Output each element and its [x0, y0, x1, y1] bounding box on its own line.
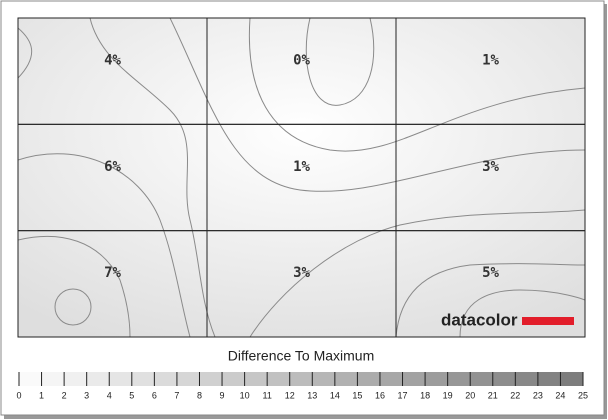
- colorbar-tick-label: 23: [533, 390, 543, 400]
- colorbar-segment: [357, 372, 380, 386]
- colorbar-segment: [19, 372, 42, 386]
- colorbar-tick-label: 21: [488, 390, 498, 400]
- colorbar-tick-label: 6: [152, 390, 157, 400]
- colorbar-tick-label: 17: [398, 390, 408, 400]
- colorbar-segment: [379, 372, 403, 386]
- colorbar-tick-label: 8: [197, 390, 202, 400]
- colorbar-tick-label: 13: [307, 390, 317, 400]
- cell-label: 1%: [293, 159, 310, 175]
- colorbar-segment: [86, 372, 110, 386]
- colorbar-segment: [402, 372, 426, 386]
- colorbar-segment: [492, 372, 516, 386]
- colorbar-tick-label: 2: [62, 390, 67, 400]
- colorbar-segment: [515, 372, 538, 386]
- logo-bar: [522, 317, 574, 325]
- colorbar-tick-label: 0: [16, 390, 21, 400]
- colorbar-tick-label: 19: [443, 390, 453, 400]
- cell-label: 7%: [104, 265, 121, 281]
- colorbar-segment: [199, 372, 223, 386]
- colorbar-segment: [312, 372, 335, 386]
- colorbar-tick-label: 7: [174, 390, 179, 400]
- colorbar-segment: [470, 372, 493, 386]
- colorbar-segment: [537, 372, 561, 386]
- cell-label: 4%: [104, 53, 121, 69]
- colorbar-segment: [560, 372, 583, 386]
- colorbar-segment: [109, 372, 132, 386]
- colorbar-tick-label: 4: [107, 390, 112, 400]
- cell-label: 6%: [104, 159, 121, 175]
- cell-label: 5%: [482, 265, 499, 281]
- colorbar-segment: [334, 372, 358, 386]
- colorbar-segment: [222, 372, 245, 386]
- colorbar-segment: [425, 372, 448, 386]
- colorbar-segment: [267, 372, 290, 386]
- contours: [18, 18, 585, 337]
- cell-label: 3%: [293, 265, 310, 281]
- colorbar-tick-label: 12: [285, 390, 295, 400]
- colorbar-tick-label: 11: [262, 390, 271, 400]
- cell-label: 0%: [293, 53, 310, 69]
- colorbar-tick-label: 22: [510, 390, 520, 400]
- cell-label: 3%: [482, 159, 499, 175]
- colorbar-tick-label: 20: [465, 390, 475, 400]
- colorbar-segment: [447, 372, 471, 386]
- cell-label: 1%: [482, 53, 499, 69]
- colorbar-tick-label: 25: [578, 390, 588, 400]
- colorbar-tick-label: 24: [555, 390, 565, 400]
- colorbar-tick-label: 18: [420, 390, 430, 400]
- colorbar-segment: [176, 372, 200, 386]
- colorbar-segment: [131, 372, 155, 386]
- colorbar-tick-label: 5: [129, 390, 134, 400]
- colorbar-tick-label: 15: [352, 390, 362, 400]
- colorbar-tick-label: 9: [220, 390, 225, 400]
- colorbar-tick-label: 16: [375, 390, 385, 400]
- colorbar-title: Difference To Maximum: [228, 348, 375, 364]
- colorbar-segment: [41, 372, 65, 386]
- colorbar-tick-label: 1: [39, 390, 44, 400]
- colorbar-segment: [244, 372, 268, 386]
- colorbar-tick-label: 10: [240, 390, 250, 400]
- colorbar-tick-label: 14: [330, 390, 340, 400]
- colorbar-segment: [154, 372, 177, 386]
- colorbar-tick-label: 3: [84, 390, 89, 400]
- plot-area: [18, 18, 585, 337]
- colorbar-segment: [64, 372, 87, 386]
- cell: [395, 230, 586, 338]
- colorbar-segment: [289, 372, 313, 386]
- logo: datacolor: [441, 310, 518, 329]
